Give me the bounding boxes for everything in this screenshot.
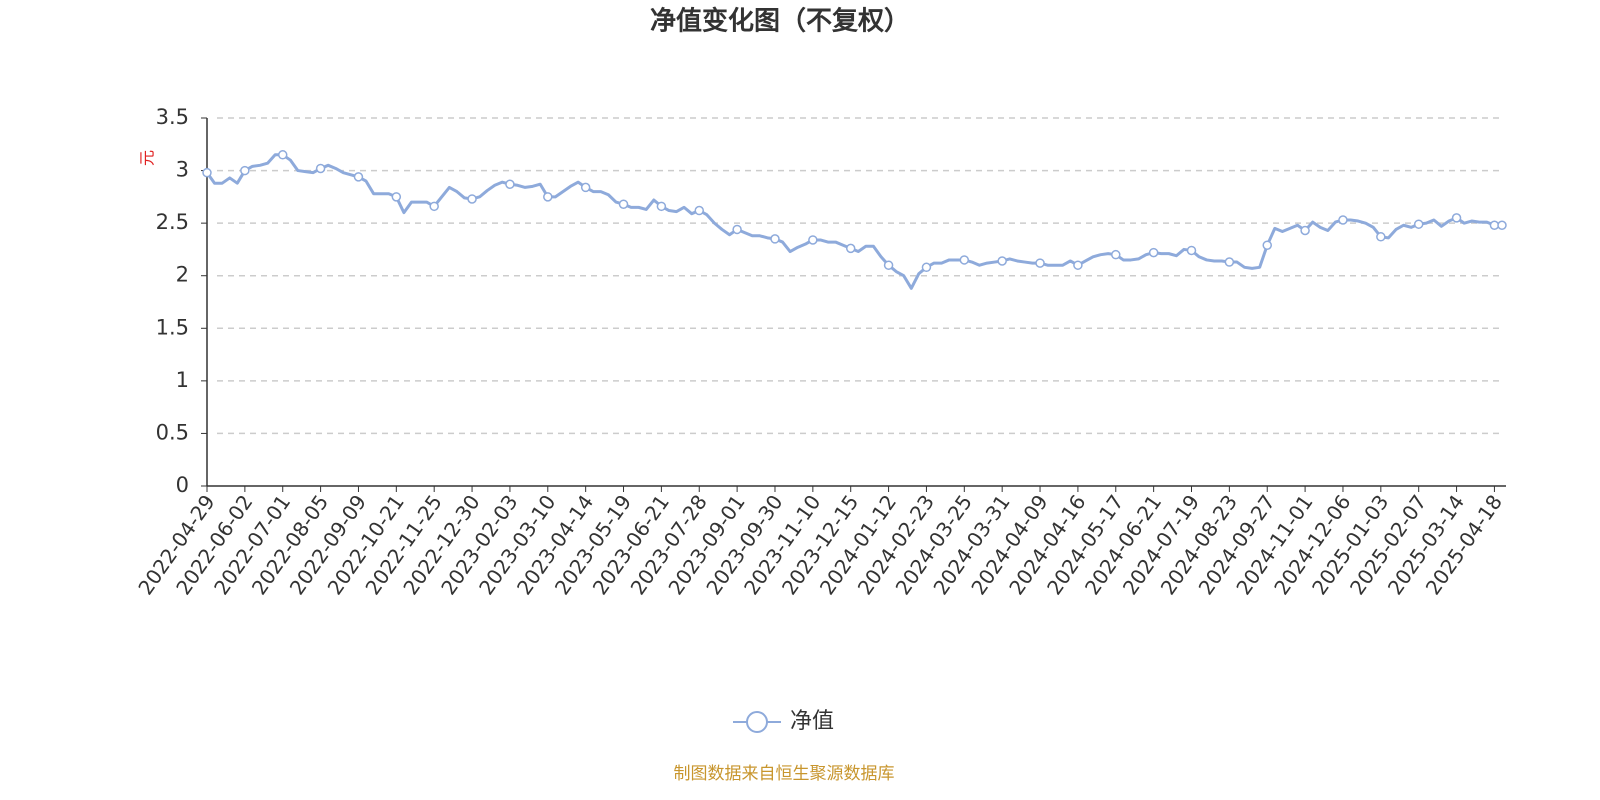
- point-marker: [1451, 213, 1462, 223]
- point-marker: [353, 172, 364, 182]
- point-marker: [1073, 260, 1083, 270]
- point-marker: [845, 243, 856, 254]
- y-tick-label: 1: [176, 368, 189, 392]
- point-marker: [618, 199, 629, 209]
- point-marker: [1224, 257, 1235, 267]
- legend-label[interactable]: 净值: [790, 709, 834, 734]
- point-marker: [543, 192, 553, 202]
- point-marker: [1413, 219, 1424, 229]
- y-tick-label: 3: [176, 158, 189, 182]
- point-marker: [391, 192, 402, 202]
- point-marker: [429, 201, 439, 212]
- y-axis-label: 元: [138, 150, 157, 166]
- point-marker: [277, 150, 288, 160]
- y-tick-label: 2.5: [156, 210, 189, 234]
- point-marker: [997, 256, 1007, 266]
- y-tick-label: 3.5: [156, 105, 189, 129]
- point-marker: [1035, 258, 1045, 268]
- point-marker: [959, 255, 970, 265]
- point-marker: [770, 234, 780, 244]
- point-marker: [883, 260, 894, 270]
- point-marker: [1148, 247, 1159, 258]
- point-marker: [505, 179, 515, 189]
- point-marker: [1262, 240, 1272, 250]
- series-line: [205, 153, 1502, 290]
- point-marker: [732, 224, 742, 235]
- point-marker: [1111, 249, 1121, 260]
- point-marker: [656, 201, 667, 212]
- y-tick-label: 0: [176, 473, 189, 497]
- point-marker: [1489, 220, 1500, 230]
- y-tick-label: 2: [176, 263, 189, 287]
- point-marker: [1186, 245, 1197, 256]
- point-marker: [1497, 220, 1507, 230]
- legend-symbol: [746, 711, 768, 733]
- y-tick-label: 0.5: [156, 420, 189, 444]
- chart-title: 净值变化图（不复权）: [650, 6, 910, 37]
- point-marker: [1376, 232, 1386, 242]
- y-tick-label: 1.5: [156, 315, 189, 339]
- point-marker: [921, 262, 932, 273]
- point-marker: [202, 167, 212, 178]
- point-marker: [240, 165, 250, 176]
- source-note: 制图数据来自恒生聚源数据库: [674, 764, 895, 784]
- point-marker: [580, 182, 591, 193]
- point-marker: [808, 235, 818, 245]
- point-marker: [467, 194, 477, 204]
- point-marker: [1338, 215, 1348, 225]
- point-marker: [1300, 225, 1310, 236]
- point-marker: [315, 163, 326, 174]
- point-marker: [694, 205, 705, 216]
